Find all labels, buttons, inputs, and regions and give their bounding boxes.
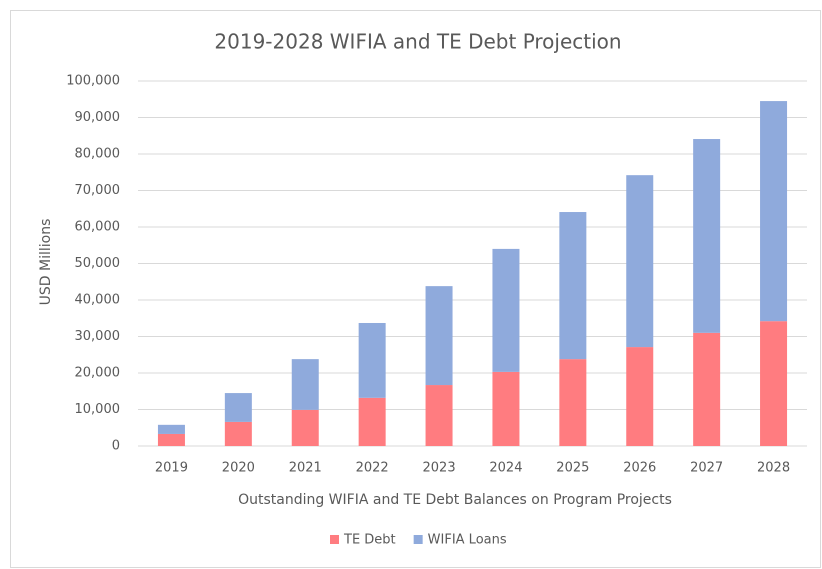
bar-segment <box>492 371 520 446</box>
bar-segment <box>291 409 319 446</box>
y-tick-label: 90,000 <box>75 110 121 125</box>
bar-segment <box>291 359 319 410</box>
y-tick-label: 30,000 <box>75 329 121 344</box>
bar-segment <box>224 393 252 422</box>
x-tick-label: 2022 <box>356 461 389 476</box>
y-tick-label: 40,000 <box>75 293 121 308</box>
y-tick-label: 50,000 <box>75 256 121 271</box>
x-tick-label: 2021 <box>289 461 322 476</box>
x-tick-label: 2019 <box>155 461 188 476</box>
x-tick-label: 2020 <box>222 461 255 476</box>
y-tick-label: 20,000 <box>75 366 121 381</box>
y-tick-label: 80,000 <box>75 147 121 162</box>
y-tick-label: 60,000 <box>75 220 121 235</box>
bar-segment <box>358 322 386 398</box>
bar-segment <box>559 212 587 360</box>
legend-label: TE Debt <box>343 533 396 548</box>
bar-segment <box>693 139 721 333</box>
bar-segment <box>358 397 386 446</box>
bar-segment <box>559 359 587 446</box>
bar-segment <box>157 433 185 446</box>
legend-label: WIFIA Loans <box>428 533 507 548</box>
bar-segment <box>760 321 788 446</box>
x-axis-label: Outstanding WIFIA and TE Debt Balances o… <box>238 492 672 508</box>
y-axis-label: USD Millions <box>38 219 54 306</box>
bar-segment <box>626 175 654 348</box>
bar-segment <box>425 286 453 386</box>
x-tick-label: 2026 <box>623 461 656 476</box>
y-tick-label: 0 <box>112 439 120 454</box>
bar-segment <box>224 421 252 446</box>
chart-title: 2019-2028 WIFIA and TE Debt Projection <box>214 30 621 54</box>
x-tick-label: 2027 <box>690 461 723 476</box>
bar-segment <box>425 385 453 446</box>
bar-segment <box>492 248 520 372</box>
y-tick-label: 10,000 <box>75 402 121 417</box>
y-tick-label: 100,000 <box>66 74 120 89</box>
chart-frame <box>10 10 821 568</box>
x-tick-label: 2023 <box>423 461 456 476</box>
bar-segment <box>760 101 788 322</box>
bar-segment <box>157 424 185 434</box>
x-tick-label: 2025 <box>556 461 589 476</box>
x-tick-label: 2028 <box>757 461 790 476</box>
x-tick-label: 2024 <box>489 461 522 476</box>
legend-swatch <box>330 535 339 544</box>
y-tick-label: 70,000 <box>75 183 121 198</box>
bar-segment <box>693 332 721 446</box>
bar-segment <box>626 347 654 446</box>
legend-swatch <box>413 535 423 544</box>
